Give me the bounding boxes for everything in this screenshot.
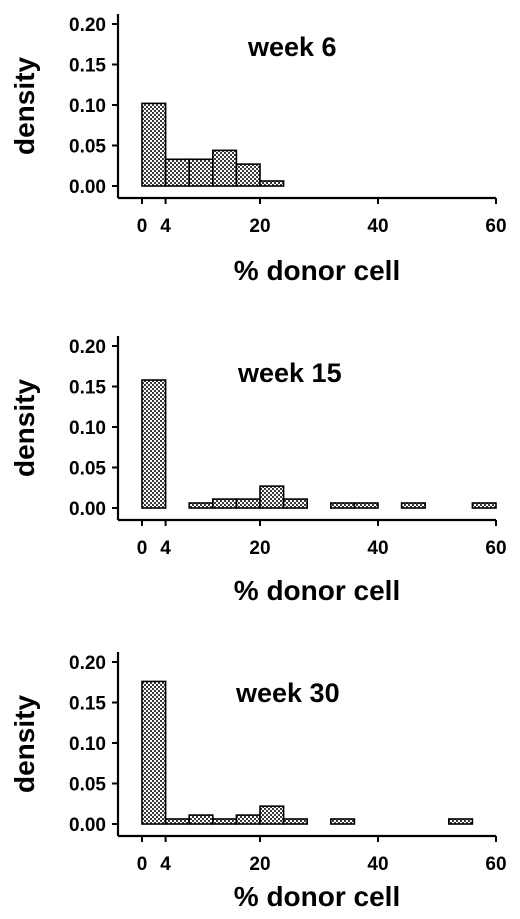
histogram-bar (259, 805, 285, 825)
x-axis-title: % donor cell (234, 881, 400, 912)
histogram-bar (235, 163, 261, 187)
x-tick-label: 40 (367, 854, 388, 875)
y-tick-label: 0.05 (69, 459, 106, 480)
y-tick-label: 0.05 (69, 137, 106, 158)
histogram-bar (400, 502, 427, 509)
histogram-bar (235, 498, 261, 509)
x-tick-label: 20 (249, 538, 270, 559)
x-tick-label: 0 (137, 538, 148, 559)
panel-3: 0.00 0.05 0.10 0.15 0.20 0 4 20 40 60 week 30 % don… (9, 652, 507, 912)
histogram-bar (188, 814, 214, 825)
histogram-bar (329, 502, 356, 509)
x-tick-label: 4 (160, 538, 171, 559)
x-tick-label: 20 (249, 216, 270, 237)
x-axis-title: % donor cell (234, 575, 400, 606)
histogram-bar (164, 818, 191, 825)
panel-2: 0.00 0.05 0.10 0.15 0.20 0 4 20 40 60 week 15 % don… (9, 336, 507, 606)
x-axis-title: % donor cell (234, 255, 400, 286)
histogram-bar (235, 814, 261, 825)
y-tick-label: 0.00 (69, 177, 106, 198)
histogram-bar (447, 818, 474, 825)
histogram-bar (329, 818, 356, 825)
x-tick-label: 40 (367, 538, 388, 559)
x-tick-label: 0 (137, 216, 148, 237)
y-tick-label: 0.15 (69, 694, 106, 715)
histogram-bar (282, 498, 309, 509)
y-axis-title: density (9, 57, 40, 155)
y-tick-label: 0.10 (69, 96, 106, 117)
y-tick-label: 0.05 (69, 775, 106, 796)
x-tick-label: 40 (367, 216, 388, 237)
histogram-bar (141, 102, 167, 187)
y-tick-label: 0.00 (69, 815, 106, 836)
x-tick-label: 60 (485, 538, 506, 559)
histogram-bar (212, 818, 238, 825)
x-tick-label: 4 (160, 216, 171, 237)
y-tick-label: 0.15 (69, 378, 106, 399)
histogram-bar (188, 502, 214, 509)
x-tick-label: 60 (485, 854, 506, 875)
panel-title: week 15 (237, 358, 342, 388)
y-tick-label: 0.20 (69, 653, 106, 674)
histogram-bar (353, 502, 379, 509)
y-tick-label: 0.00 (69, 499, 106, 520)
histogram-bar (282, 818, 309, 825)
y-tick-label: 0.10 (69, 418, 106, 439)
histogram-bar (141, 379, 167, 509)
panel-title: week 6 (247, 32, 337, 62)
histogram-bar (164, 158, 191, 187)
histogram-bar (471, 502, 497, 509)
x-tick-label: 4 (160, 854, 171, 875)
histogram-bar (212, 498, 238, 509)
x-tick-label: 0 (137, 854, 148, 875)
y-tick-label: 0.20 (69, 337, 106, 358)
y-tick-label: 0.10 (69, 734, 106, 755)
histogram-bar (141, 680, 167, 825)
x-tick-label: 60 (485, 216, 506, 237)
x-tick-label: 20 (249, 854, 270, 875)
histogram-bar (212, 149, 238, 187)
panel-1: 0.00 0.05 0.10 0.15 0.20 0 4 20 40 60 week 6 % dono… (9, 14, 507, 286)
histogram-bar (259, 485, 285, 509)
histogram-bar (188, 158, 214, 187)
y-axis-title: density (9, 379, 40, 477)
y-tick-label: 0.15 (69, 56, 106, 77)
histogram-bar (259, 180, 285, 187)
y-tick-label: 0.20 (69, 15, 106, 36)
y-axis-title: density (9, 695, 40, 793)
panel-title: week 30 (235, 678, 340, 708)
